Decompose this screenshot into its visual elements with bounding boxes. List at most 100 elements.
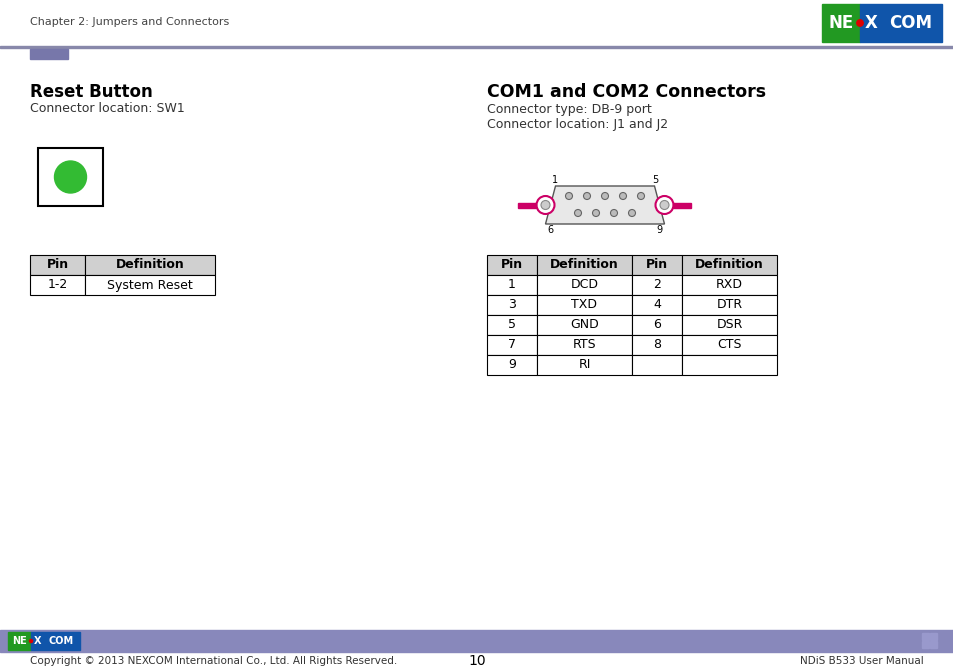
Text: DSR: DSR — [716, 319, 741, 331]
Bar — [537, 275, 631, 295]
Bar — [631, 255, 681, 275]
Bar — [631, 335, 681, 355]
Bar — [859, 4, 941, 42]
Text: DTR: DTR — [716, 298, 741, 312]
Text: 3: 3 — [508, 298, 516, 312]
Bar — [85, 255, 214, 275]
Bar — [681, 255, 776, 275]
Bar — [673, 202, 691, 208]
Text: Copyright © 2013 NEXCOM International Co., Ltd. All Rights Reserved.: Copyright © 2013 NEXCOM International Co… — [30, 656, 396, 666]
Bar — [681, 335, 776, 355]
Text: 7: 7 — [507, 339, 516, 351]
Text: Pin: Pin — [47, 259, 69, 271]
Text: 5: 5 — [507, 319, 516, 331]
Circle shape — [540, 200, 550, 210]
Text: TXD: TXD — [571, 298, 597, 312]
Text: 6: 6 — [653, 319, 660, 331]
Circle shape — [601, 192, 608, 200]
Bar — [929, 633, 936, 640]
Circle shape — [618, 192, 626, 200]
Circle shape — [610, 210, 617, 216]
Circle shape — [565, 192, 572, 200]
Bar — [0, 630, 953, 652]
Text: RXD: RXD — [716, 278, 742, 292]
Bar — [486, 275, 537, 295]
Bar — [30, 49, 68, 59]
Bar — [681, 275, 776, 295]
Text: RTS: RTS — [572, 339, 596, 351]
Bar — [929, 641, 936, 648]
Bar — [537, 255, 631, 275]
Text: Definition: Definition — [115, 259, 184, 271]
Bar — [486, 315, 537, 335]
Text: Chapter 2: Jumpers and Connectors: Chapter 2: Jumpers and Connectors — [30, 17, 229, 27]
Text: 10: 10 — [468, 654, 485, 668]
Bar — [518, 202, 536, 208]
Text: Pin: Pin — [500, 259, 522, 271]
Text: Pin: Pin — [645, 259, 667, 271]
Bar — [486, 255, 537, 275]
Bar — [681, 295, 776, 315]
Circle shape — [30, 640, 32, 642]
Bar — [30, 255, 85, 275]
Bar — [537, 335, 631, 355]
Text: Definition: Definition — [550, 259, 618, 271]
Text: Reset Button: Reset Button — [30, 83, 152, 101]
Text: Connector location: SW1: Connector location: SW1 — [30, 102, 185, 115]
Text: Connector location: J1 and J2: Connector location: J1 and J2 — [486, 118, 667, 131]
Circle shape — [592, 210, 598, 216]
Text: GND: GND — [570, 319, 598, 331]
Text: 9: 9 — [656, 225, 661, 235]
Text: NE: NE — [12, 636, 27, 646]
Bar — [681, 355, 776, 375]
Text: 8: 8 — [652, 339, 660, 351]
Bar — [631, 315, 681, 335]
Circle shape — [628, 210, 635, 216]
Text: 4: 4 — [653, 298, 660, 312]
Text: COM: COM — [49, 636, 74, 646]
Bar — [38, 148, 103, 206]
Bar — [537, 355, 631, 375]
Text: X: X — [863, 14, 877, 32]
Text: NE: NE — [827, 14, 853, 32]
Text: 1: 1 — [508, 278, 516, 292]
Circle shape — [583, 192, 590, 200]
Bar — [486, 355, 537, 375]
Bar — [486, 335, 537, 355]
Circle shape — [637, 192, 644, 200]
Bar — [537, 315, 631, 335]
Circle shape — [659, 200, 668, 210]
Text: 1-2: 1-2 — [48, 278, 68, 292]
Text: CTS: CTS — [717, 339, 741, 351]
Circle shape — [574, 210, 581, 216]
Bar — [85, 275, 214, 295]
Text: DCD: DCD — [570, 278, 598, 292]
Bar — [486, 295, 537, 315]
Text: 6: 6 — [547, 225, 553, 235]
Text: 2: 2 — [653, 278, 660, 292]
Text: Connector type: DB-9 port: Connector type: DB-9 port — [486, 103, 651, 116]
Text: RI: RI — [578, 358, 590, 372]
Bar — [30, 632, 80, 650]
Text: Definition: Definition — [695, 259, 763, 271]
Bar — [921, 633, 928, 640]
Bar — [631, 275, 681, 295]
Bar — [631, 355, 681, 375]
Text: 9: 9 — [508, 358, 516, 372]
Bar — [821, 4, 859, 42]
Text: NDiS B533 User Manual: NDiS B533 User Manual — [800, 656, 923, 666]
Circle shape — [856, 19, 862, 26]
Text: COM: COM — [888, 14, 931, 32]
Text: X: X — [33, 636, 41, 646]
Circle shape — [655, 196, 673, 214]
Bar — [921, 641, 928, 648]
Text: 1: 1 — [551, 175, 558, 185]
Text: COM1 and COM2 Connectors: COM1 and COM2 Connectors — [486, 83, 765, 101]
Text: 5: 5 — [652, 175, 658, 185]
Bar — [537, 295, 631, 315]
Bar — [30, 275, 85, 295]
Circle shape — [536, 196, 554, 214]
Bar — [0, 46, 953, 48]
Circle shape — [54, 161, 87, 193]
Text: System Reset: System Reset — [107, 278, 193, 292]
